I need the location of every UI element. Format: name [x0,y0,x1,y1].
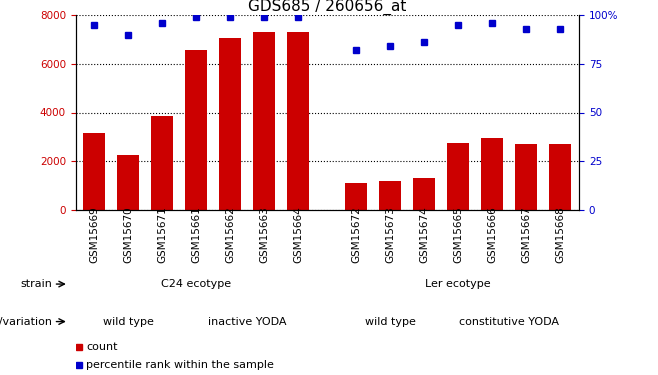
Text: GSM15667: GSM15667 [521,206,531,263]
Text: Ler ecotype: Ler ecotype [426,279,491,289]
Text: GSM15668: GSM15668 [555,206,565,263]
Text: GSM15674: GSM15674 [419,206,429,263]
Bar [253,32,276,210]
Text: GSM15669: GSM15669 [89,206,99,263]
Text: GSM15670: GSM15670 [124,206,134,263]
Bar [413,178,436,210]
Text: GSM15673: GSM15673 [386,206,395,263]
Bar [447,143,469,210]
Text: count: count [86,342,118,352]
Text: GSM15662: GSM15662 [226,206,236,263]
Bar [549,144,571,210]
Text: percentile rank within the sample: percentile rank within the sample [86,360,274,370]
Bar [481,138,503,210]
Text: C24 ecotype: C24 ecotype [161,279,232,289]
Bar [345,183,367,210]
Text: GSM15663: GSM15663 [259,206,269,263]
Bar [379,181,401,210]
Text: constitutive YODA: constitutive YODA [459,316,559,327]
Text: GSM15665: GSM15665 [453,206,463,263]
Bar [186,50,207,210]
Text: GSM15672: GSM15672 [351,206,361,263]
Bar [84,133,105,210]
Bar [151,116,174,210]
Text: strain: strain [20,279,52,289]
Text: GSM15666: GSM15666 [488,206,497,263]
Text: GSM15661: GSM15661 [191,206,201,263]
Text: genotype/variation: genotype/variation [0,316,52,327]
Text: wild type: wild type [365,316,416,327]
Text: GSM15664: GSM15664 [293,206,303,263]
Bar [515,144,538,210]
Text: wild type: wild type [103,316,154,327]
Text: GSM15671: GSM15671 [157,206,167,263]
Text: inactive YODA: inactive YODA [208,316,287,327]
Bar [117,155,139,210]
Bar [219,38,241,210]
Title: GDS685 / 260656_at: GDS685 / 260656_at [248,0,407,15]
Bar [288,32,309,210]
